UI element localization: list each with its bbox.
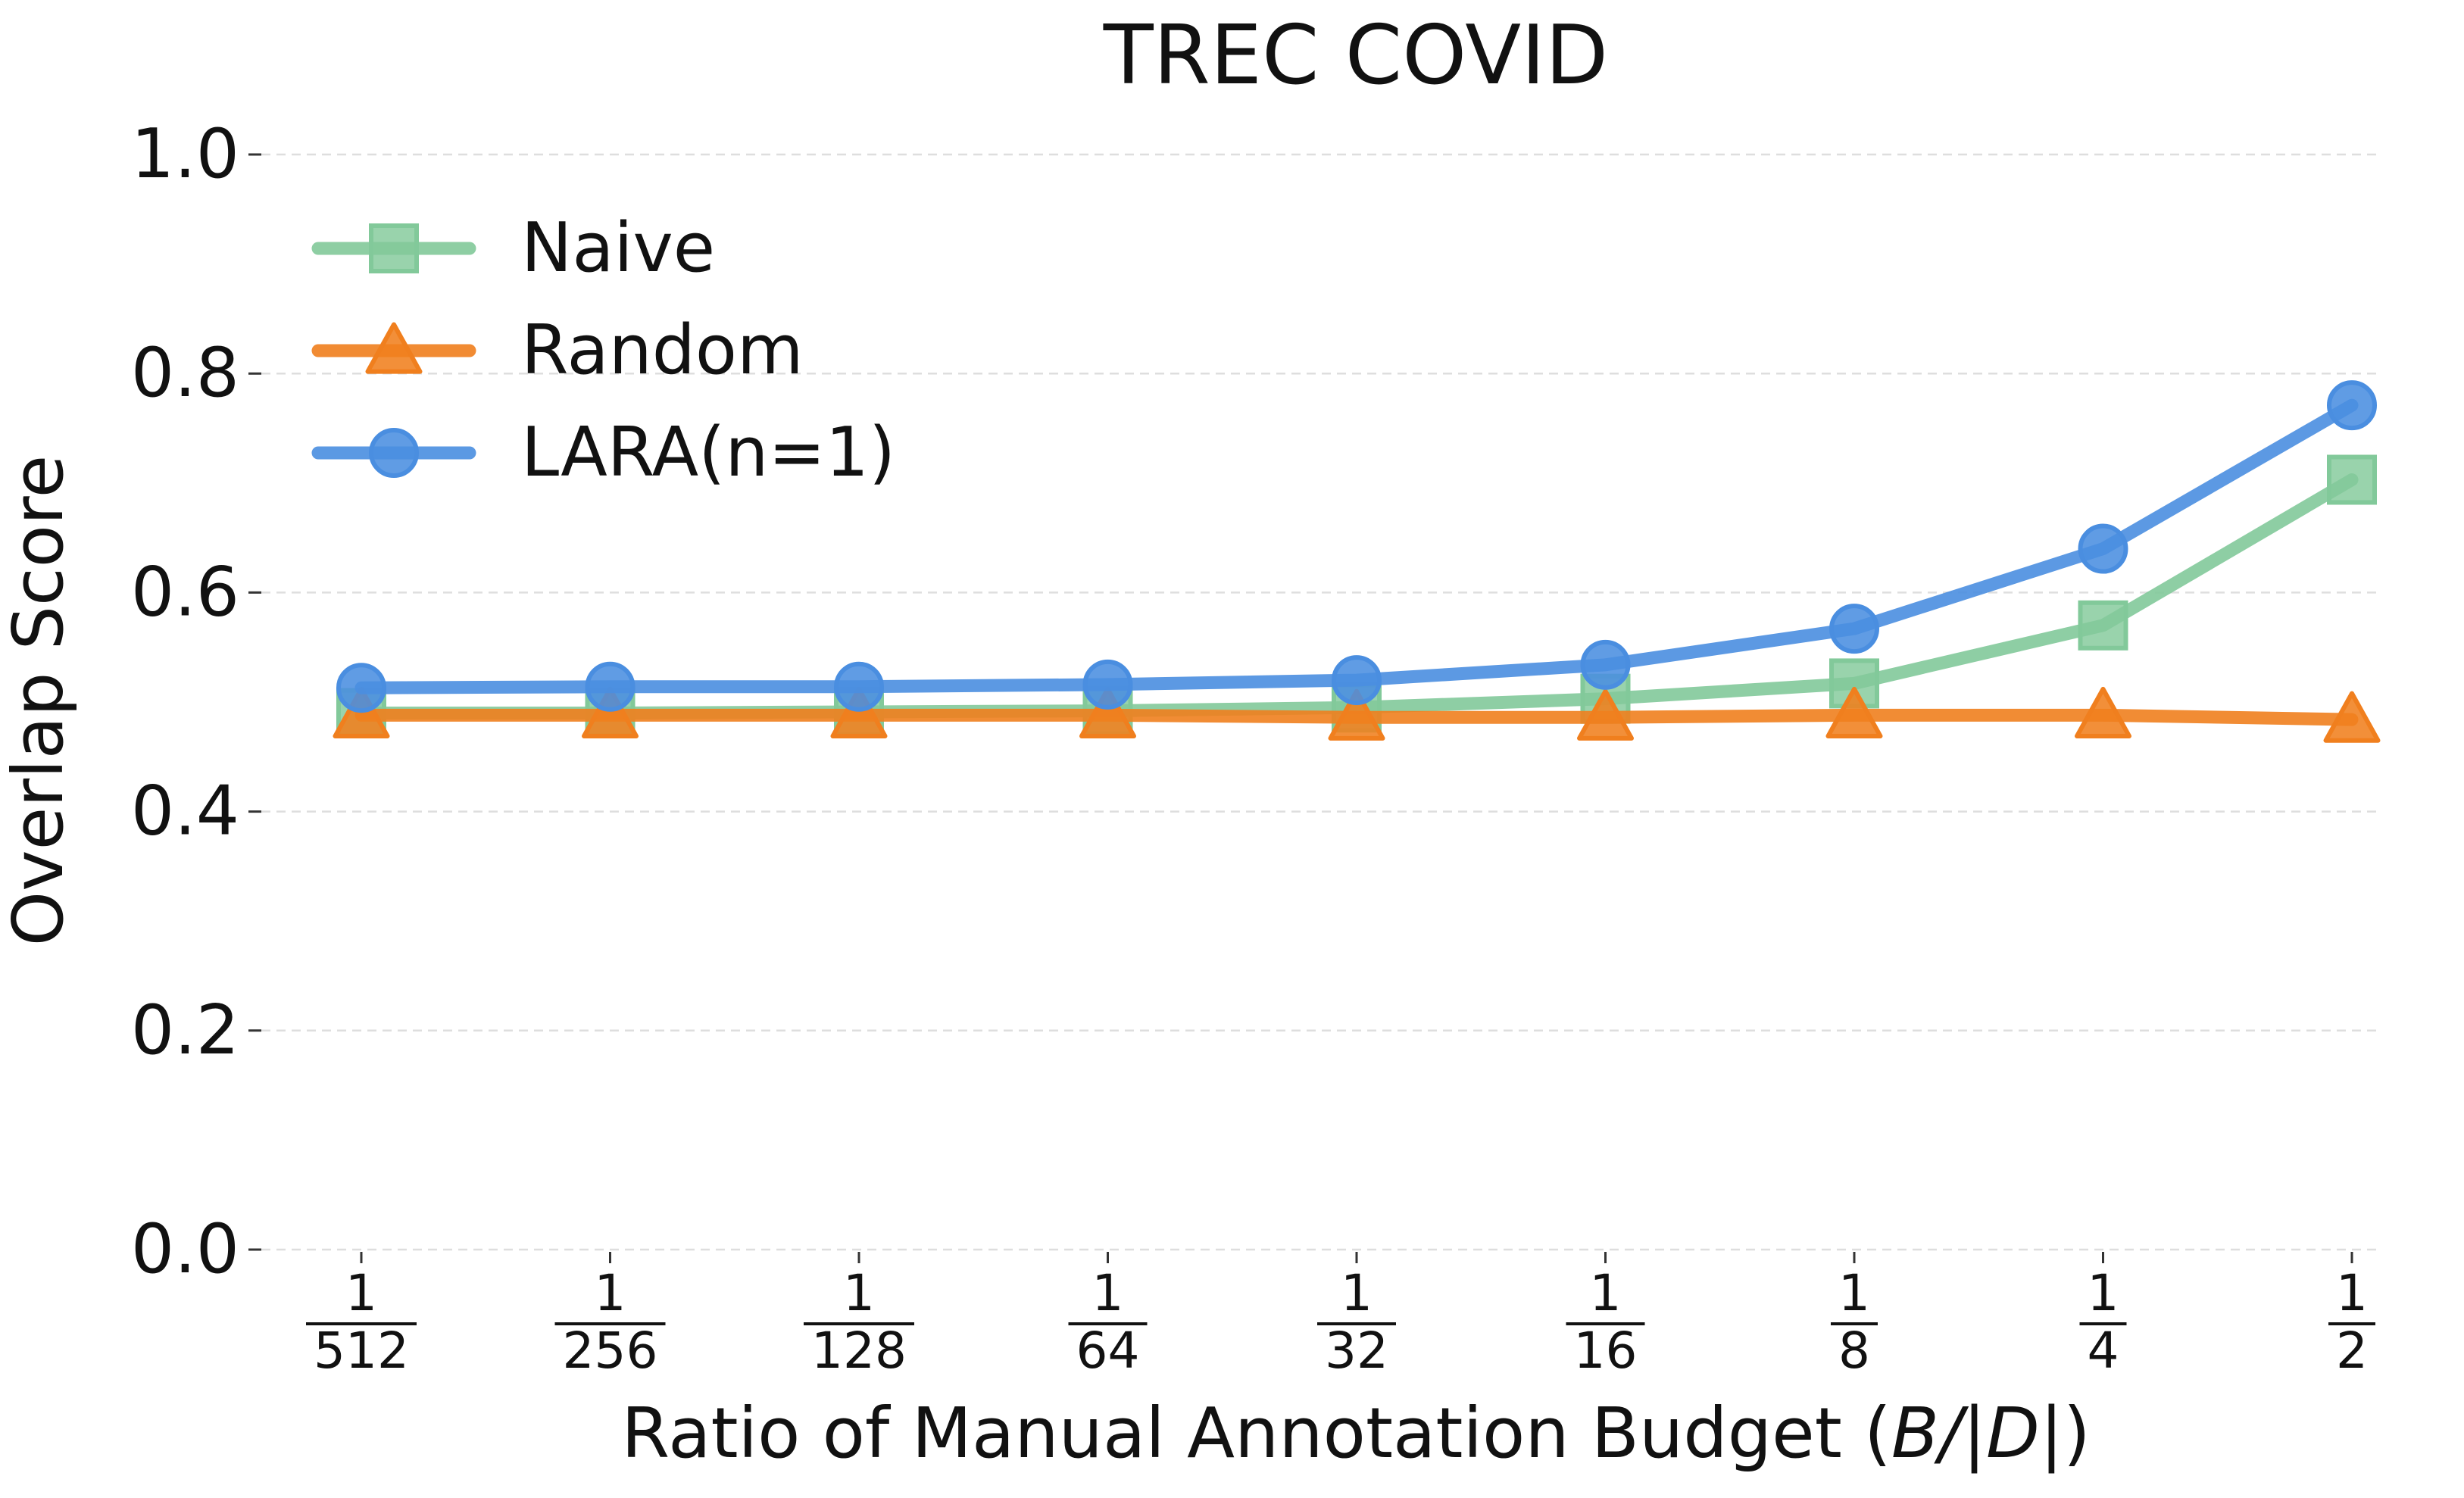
x-tick-numerator: 1 bbox=[595, 1264, 626, 1322]
y-tick-label: 0.6 bbox=[131, 552, 239, 632]
legend-item-lara-n-1: LARA(n=1) bbox=[311, 413, 895, 492]
grid bbox=[261, 153, 2378, 1251]
legend-label-naive: Naive bbox=[521, 208, 715, 288]
data-point-lara-n-1 bbox=[1082, 659, 1133, 710]
x-axis-label-math: B/|D| bbox=[1891, 1393, 2063, 1474]
legend-marker-random bbox=[365, 322, 423, 374]
x-axis-label-prefix: Ratio of Manual Annotation Budget ( bbox=[621, 1393, 1891, 1474]
y-tick-label: 0.0 bbox=[131, 1209, 239, 1289]
x-tick-numerator: 1 bbox=[1341, 1264, 1373, 1322]
data-point-lara-n-1 bbox=[2327, 380, 2377, 431]
y-axis-label: Overlap Score bbox=[0, 455, 79, 947]
legend-item-naive: Naive bbox=[311, 208, 715, 288]
data-point-random bbox=[1577, 688, 1634, 741]
y-tick-label: 0.2 bbox=[131, 991, 239, 1070]
x-tick-numerator: 1 bbox=[1092, 1264, 1124, 1322]
data-point-random bbox=[1079, 686, 1136, 738]
x-tick-numerator: 1 bbox=[2088, 1264, 2119, 1322]
x-tick-denominator: 8 bbox=[1838, 1322, 1870, 1380]
data-point-lara-n-1 bbox=[2078, 523, 2128, 574]
x-tick-denominator: 2 bbox=[2336, 1322, 2368, 1380]
x-tick-denominator: 32 bbox=[1325, 1322, 1388, 1380]
data-point-random bbox=[830, 686, 888, 738]
y-tick-label: 0.8 bbox=[131, 333, 239, 413]
x-tick-numerator: 1 bbox=[1590, 1264, 1622, 1322]
legend-label-random: Random bbox=[521, 311, 804, 390]
series-random bbox=[333, 686, 2381, 743]
x-tick-numerator: 1 bbox=[1838, 1264, 1870, 1322]
x-axis-label: Ratio of Manual Annotation Budget (B/|D|… bbox=[621, 1393, 2091, 1474]
x-tick-denominator: 64 bbox=[1076, 1322, 1140, 1380]
data-point-random bbox=[1825, 686, 1883, 738]
x-tick-numerator: 1 bbox=[345, 1264, 377, 1322]
data-point-lara-n-1 bbox=[585, 661, 636, 712]
x-tick-denominator: 512 bbox=[314, 1322, 409, 1380]
chart-title: TREC COVID bbox=[1103, 8, 1608, 103]
y-tick-label: 1.0 bbox=[131, 114, 239, 194]
data-point-random bbox=[2323, 691, 2381, 743]
data-point-lara-n-1 bbox=[1829, 604, 1879, 654]
y-tick-label: 0.4 bbox=[131, 772, 239, 851]
legend: Naive Random LARA(n=1) bbox=[311, 208, 895, 492]
x-tick-denominator: 256 bbox=[563, 1322, 658, 1380]
series-layer bbox=[333, 380, 2381, 743]
data-point-lara-n-1 bbox=[1580, 639, 1631, 690]
legend-marker-naive bbox=[369, 223, 419, 273]
data-point-random bbox=[1328, 688, 1385, 741]
legend-item-random: Random bbox=[311, 311, 804, 390]
legend-marker-lara-n-1 bbox=[369, 428, 419, 478]
x-tick-denominator: 4 bbox=[2088, 1322, 2119, 1380]
x-tick-numerator: 1 bbox=[843, 1264, 875, 1322]
x-tick-denominator: 16 bbox=[1574, 1322, 1638, 1380]
data-point-naive bbox=[2327, 454, 2377, 505]
legend-label-lara-n-1: LARA(n=1) bbox=[521, 413, 895, 492]
x-tick-numerator: 1 bbox=[2336, 1264, 2368, 1322]
data-point-lara-n-1 bbox=[1332, 655, 1382, 706]
x-axis-label-suffix: ) bbox=[2063, 1393, 2091, 1474]
data-point-lara-n-1 bbox=[834, 661, 884, 712]
data-point-lara-n-1 bbox=[336, 663, 386, 713]
data-point-random bbox=[2075, 686, 2131, 738]
data-point-naive bbox=[2078, 600, 2128, 651]
data-point-random bbox=[582, 686, 639, 738]
x-tick-denominator: 128 bbox=[811, 1322, 907, 1380]
y-axis: 0.0 0.2 0.4 0.6 0.8 1.0 bbox=[131, 114, 261, 1289]
series-lara-n-1 bbox=[336, 380, 2377, 713]
